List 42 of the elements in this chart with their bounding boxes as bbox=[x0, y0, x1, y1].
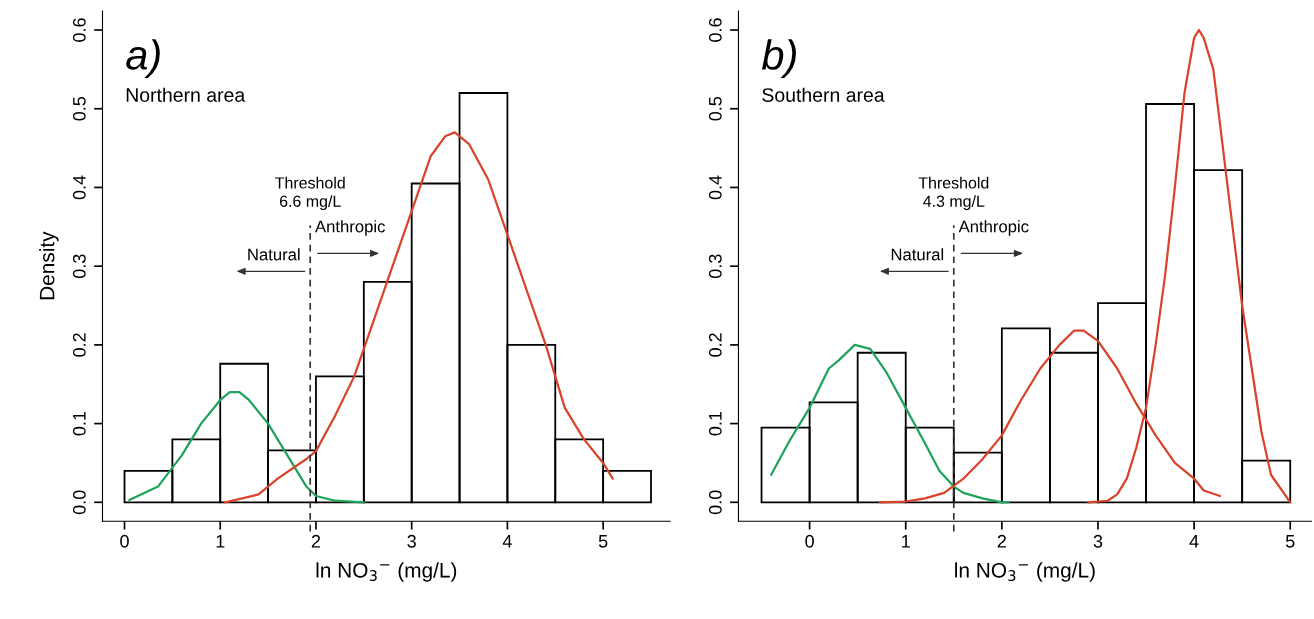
y-tick-label: 0.5 bbox=[708, 96, 722, 121]
annotation: b) bbox=[761, 39, 796, 79]
annotation: Anthropic bbox=[315, 220, 385, 236]
x-tick-label: 2 bbox=[311, 534, 321, 548]
y-tick-label: 0.3 bbox=[708, 254, 722, 279]
x-tick-label: 0 bbox=[120, 534, 129, 548]
y-tick-label: 0.5 bbox=[72, 96, 86, 121]
x-tick-label: 2 bbox=[997, 534, 1006, 548]
y-tick-label: 0.4 bbox=[72, 175, 86, 200]
annotation: Anthropic bbox=[958, 220, 1029, 236]
ref-line-label: Threshold 4.3 mg/L bbox=[918, 176, 989, 211]
y-tick-label: 0.1 bbox=[708, 411, 722, 436]
x-tick-label: 5 bbox=[1285, 535, 1295, 548]
y-tick-label: 0.1 bbox=[72, 411, 86, 436]
annotation: Northern area bbox=[126, 87, 246, 102]
x-tick-label: 0 bbox=[805, 534, 814, 548]
y-axis-title: Density bbox=[39, 231, 59, 300]
line-series bbox=[128, 391, 365, 504]
x-tick-label: 1 bbox=[216, 535, 225, 548]
x-tick-label: 3 bbox=[407, 534, 416, 548]
x-tick-label: 4 bbox=[1189, 535, 1199, 548]
y-tick-label: 0.4 bbox=[708, 175, 722, 200]
y-tick-label: 0.2 bbox=[708, 333, 722, 357]
y-tick-label: 0.3 bbox=[72, 254, 86, 279]
annotation: Natural bbox=[248, 248, 300, 261]
x-tick-label: 4 bbox=[502, 535, 512, 548]
y-tick-label: 0.6 bbox=[72, 18, 86, 42]
ref-line-label: Threshold 6.6 mg/L bbox=[275, 176, 345, 211]
x-axis-title: ln NO$_{3}$$^{−}$ (mg/L) bbox=[316, 562, 457, 582]
annotation: a) bbox=[126, 39, 160, 79]
y-tick-label: 0.2 bbox=[72, 333, 86, 357]
y-tick-label: 0.0 bbox=[72, 490, 86, 515]
x-tick-label: 1 bbox=[902, 535, 910, 548]
line-series bbox=[223, 131, 614, 504]
y-tick-label: 0.0 bbox=[708, 490, 722, 515]
annotation: Southern area bbox=[762, 87, 885, 102]
x-axis-title: ln NO$_{3}$$^{−}$ (mg/L) bbox=[955, 562, 1095, 582]
x-tick-label: 3 bbox=[1093, 534, 1103, 548]
line-series bbox=[770, 343, 1010, 504]
x-tick-label: 5 bbox=[598, 535, 608, 548]
y-tick-label: 0.6 bbox=[708, 18, 722, 42]
annotation: Natural bbox=[891, 248, 944, 261]
